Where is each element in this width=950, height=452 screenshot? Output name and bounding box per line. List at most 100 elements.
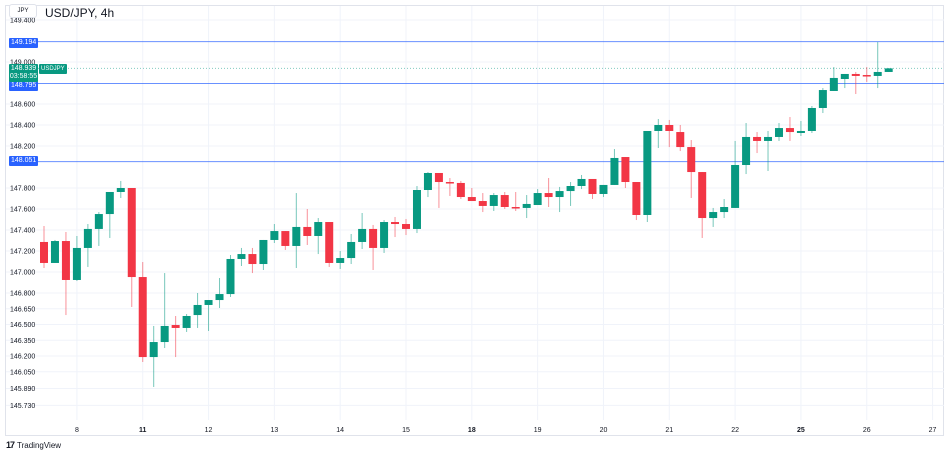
candle[interactable] [709,207,718,227]
candle[interactable] [369,224,378,271]
candle[interactable] [314,218,323,255]
candle[interactable] [347,233,356,265]
candle[interactable] [171,315,180,358]
candle[interactable] [358,212,367,250]
candle[interactable] [632,182,641,221]
candle-body [423,172,432,190]
candle[interactable] [643,130,652,223]
candle[interactable] [182,314,191,332]
candle[interactable] [610,149,619,185]
candle[interactable] [720,199,729,219]
candle[interactable] [687,140,696,198]
candle[interactable] [226,254,235,297]
candle[interactable] [259,239,268,271]
y-tick-label: 148.200 [10,144,35,151]
candle-body [709,212,718,219]
candle[interactable] [851,71,860,95]
candle[interactable] [665,119,674,148]
currency-label[interactable]: JPY [9,4,37,18]
candle[interactable] [676,125,685,152]
candle[interactable] [40,226,48,269]
candle[interactable] [818,88,827,114]
candle-body [511,207,520,209]
candle[interactable] [785,117,794,141]
candle[interactable] [204,300,213,332]
candle[interactable] [774,123,783,141]
candle[interactable] [588,178,597,200]
candle[interactable] [807,105,816,133]
hline-label-148051[interactable]: 148.051 [9,156,39,166]
candle[interactable] [840,73,849,89]
candle[interactable] [599,184,608,198]
candle[interactable] [544,178,553,208]
candle[interactable] [467,188,476,202]
candle[interactable] [753,132,762,154]
candle[interactable] [621,157,630,188]
candle-body [478,201,487,206]
candle-body [105,191,114,215]
candle-body [72,247,81,280]
candle[interactable] [83,224,92,267]
candle[interactable] [292,193,301,269]
candle[interactable] [50,239,59,263]
hline-label-149194[interactable]: 149.194 [9,38,39,48]
candle-body [796,130,805,133]
candle[interactable] [402,218,411,236]
footer: 17 TradingView [6,440,61,450]
candle[interactable] [116,180,125,198]
candle[interactable] [742,123,751,175]
candle[interactable] [500,191,509,209]
candle[interactable] [533,189,542,206]
candle[interactable] [698,172,707,238]
candle[interactable] [215,277,224,309]
candle[interactable] [94,212,103,246]
candle[interactable] [138,262,147,362]
candle[interactable] [796,121,805,137]
candle[interactable] [105,191,114,238]
candle[interactable] [654,119,663,148]
candle[interactable] [281,231,290,250]
candle[interactable] [270,224,279,244]
candle[interactable] [731,140,740,208]
candle[interactable] [149,325,158,387]
candle[interactable] [303,209,312,246]
candle[interactable] [412,186,421,234]
candle[interactable] [423,172,432,198]
tradingview-logo-icon[interactable]: 17 [6,440,15,450]
candle-body [149,342,158,358]
hline-label-148795[interactable]: 148.795 [9,81,39,91]
candle[interactable] [248,247,257,274]
candle[interactable] [160,273,169,349]
candle[interactable] [237,247,246,267]
candle[interactable] [829,67,838,91]
candle[interactable] [445,178,454,196]
candle-body [116,188,125,192]
candle[interactable] [61,231,70,316]
brand-name[interactable]: TradingView [17,440,62,450]
candle[interactable] [127,188,136,307]
candle[interactable] [884,67,893,72]
candle[interactable] [555,186,564,213]
candle[interactable] [489,193,498,211]
candle[interactable] [764,130,773,171]
candle[interactable] [511,191,520,211]
candle[interactable] [522,195,531,219]
candle[interactable] [193,293,202,328]
candle[interactable] [72,235,81,282]
candle[interactable] [862,67,871,82]
y-tick-label: 147.400 [10,228,35,235]
candle[interactable] [325,222,334,267]
candle[interactable] [873,42,882,89]
candle-body [127,188,136,278]
candle[interactable] [336,251,345,269]
x-tick-label: 15 [402,427,410,434]
candle[interactable] [380,220,389,253]
candle[interactable] [434,172,443,208]
candle[interactable] [456,180,465,200]
candle[interactable] [391,216,400,238]
candle[interactable] [566,182,575,206]
candle[interactable] [478,193,487,213]
candle-body [818,90,827,108]
candle[interactable] [577,174,586,190]
